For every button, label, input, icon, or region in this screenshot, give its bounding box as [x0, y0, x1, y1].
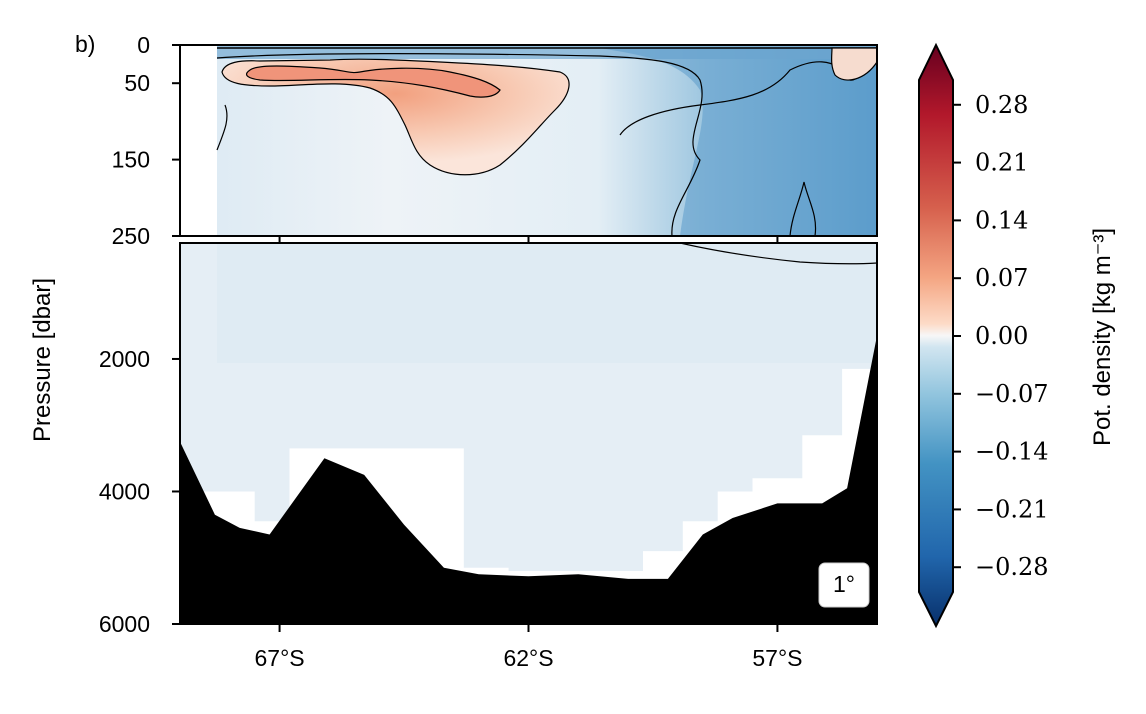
upper-y-tick-label: 250: [112, 223, 150, 249]
bathymetry-fill: [180, 335, 877, 624]
lower-y-tick-label: 4000: [99, 478, 150, 504]
colorbar: 0.28 0.21 0.14 0.07 0.00 −0.07 −0.14 −0.21 −0.28…: [918, 42, 1116, 629]
resolution-badge-text: 1°: [833, 571, 855, 597]
lower-y-tick-label: 6000: [99, 611, 150, 637]
upper-cold-anomaly: [600, 48, 877, 236]
upper-contour-line: [216, 53, 703, 236]
resolution-badge: 1°: [818, 562, 870, 608]
upper-y-ticks: 0 50 150 250: [112, 32, 180, 249]
colorbar-tick-label: −0.07: [975, 380, 1049, 408]
colorbar-tick-label: −0.14: [975, 438, 1049, 466]
colorbar-tick-label: 0.07: [975, 264, 1028, 292]
y-axis-title: Pressure [dbar]: [29, 278, 56, 442]
x-tick-label: 62°S: [503, 645, 553, 671]
colorbar-body: [918, 42, 954, 629]
colorbar-ticks: 0.28 0.21 0.14 0.07 0.00 −0.07 −0.14 −0.21 −0.28: [953, 91, 1049, 581]
upper-contour-line: [216, 104, 228, 151]
x-tick-label: 57°S: [752, 645, 802, 671]
lower-y-tick-label: 2000: [99, 346, 150, 372]
lower-panel: [180, 243, 877, 624]
lower-y-ticks: 2000 4000 6000: [99, 346, 180, 637]
x-tick-label: 67°S: [255, 645, 305, 671]
lower-contour-line: [679, 243, 877, 265]
colorbar-tick-label: 0.00: [975, 322, 1028, 350]
upper-nodata-strip: [180, 45, 217, 236]
upper-y-tick-label: 150: [112, 147, 150, 173]
upper-warm-core: [245, 65, 501, 98]
x-ticks: 67°S 62°S 57°S: [255, 236, 802, 671]
panel-label: b): [75, 31, 95, 57]
colorbar-tick-label: 0.14: [975, 206, 1028, 234]
colorbar-title: Pot. density [kg m⁻³]: [1089, 228, 1116, 446]
upper-warm-corner: [831, 47, 877, 81]
lower-shading-band: [217, 243, 877, 363]
colorbar-tick-label: 0.21: [975, 149, 1028, 177]
upper-y-tick-label: 50: [124, 70, 150, 96]
upper-panel: [180, 45, 877, 236]
colorbar-tick-label: 0.28: [975, 91, 1028, 119]
colorbar-tick-label: −0.21: [975, 495, 1049, 523]
upper-contour-line: [789, 181, 817, 236]
colorbar-tick-label: −0.28: [975, 553, 1049, 581]
upper-y-tick-label: 0: [137, 32, 150, 58]
